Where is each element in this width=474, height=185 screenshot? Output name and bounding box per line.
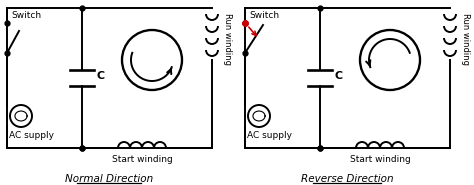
Text: Reverse Direction: Reverse Direction (301, 174, 394, 184)
Text: C: C (335, 71, 343, 81)
Text: Start winding: Start winding (350, 156, 410, 164)
Text: C: C (97, 71, 105, 81)
Text: Normal Direction: Normal Direction (65, 174, 154, 184)
Text: Start winding: Start winding (111, 156, 173, 164)
Text: Run winding: Run winding (462, 13, 471, 65)
Text: AC supply: AC supply (247, 132, 292, 140)
Text: Run winding: Run winding (224, 13, 233, 65)
Text: Switch: Switch (11, 11, 41, 21)
Text: Switch: Switch (249, 11, 279, 21)
Text: AC supply: AC supply (9, 132, 54, 140)
